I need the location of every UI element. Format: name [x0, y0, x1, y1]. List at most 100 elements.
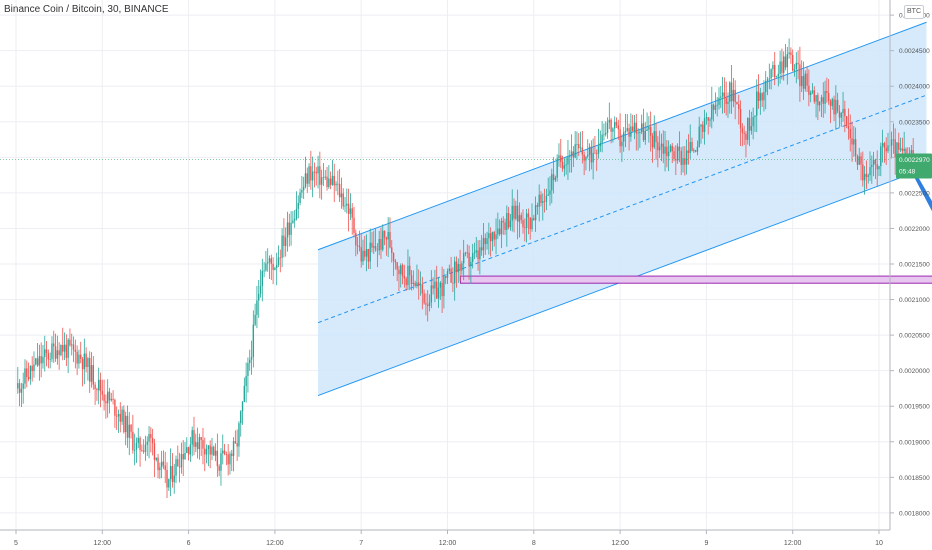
candle-body: [326, 176, 328, 188]
candle-body: [65, 344, 68, 358]
candle-body: [184, 452, 186, 460]
candle-body: [47, 353, 50, 360]
candle-body: [477, 250, 479, 260]
candle-body: [101, 391, 103, 395]
last-price-label: 0.0022970: [899, 157, 930, 164]
candle-body: [797, 62, 799, 65]
candle-body: [612, 128, 614, 132]
time-axis[interactable]: 512:00612:00712:00812:00912:001012:00111…: [14, 530, 932, 547]
candle-body: [783, 56, 785, 73]
candle-body: [259, 285, 262, 294]
candle-body: [461, 263, 463, 271]
candle-body: [36, 358, 39, 366]
candle-body: [227, 454, 229, 465]
candle-body: [398, 269, 400, 275]
candle-body: [896, 142, 898, 158]
candle-body: [108, 391, 111, 401]
candle-body: [436, 281, 438, 299]
candle-body: [822, 97, 824, 104]
candle-body: [898, 142, 900, 150]
candle-body: [556, 158, 558, 178]
candle-body: [187, 447, 190, 455]
candle-body: [471, 253, 474, 262]
candle-body: [213, 446, 215, 456]
candle-body: [24, 368, 26, 384]
candle-body: [671, 145, 673, 152]
candle-body: [619, 129, 621, 147]
candle-body: [712, 104, 715, 110]
candle-body: [806, 73, 808, 86]
candle-body: [633, 122, 636, 132]
price-tick-label: 0.0019000: [899, 439, 930, 446]
candle-body: [27, 376, 30, 380]
candle-body: [310, 166, 312, 181]
projection-arrow[interactable]: [907, 163, 932, 275]
candle-body: [858, 156, 860, 165]
candle-body: [910, 150, 913, 154]
candle-body: [883, 143, 886, 148]
candle-body: [885, 147, 887, 152]
candle-body: [603, 134, 605, 136]
candle-body: [358, 245, 361, 248]
candle-body: [651, 135, 654, 148]
candle-body: [196, 442, 199, 450]
candle-body: [135, 442, 138, 450]
candle-body: [99, 379, 102, 392]
candle-body: [752, 116, 754, 127]
candle-body: [590, 146, 593, 163]
candle-body: [96, 388, 98, 391]
candle-body: [849, 129, 851, 139]
candle-body: [329, 178, 332, 185]
candle-body: [268, 258, 271, 263]
candle-body: [534, 205, 537, 221]
candle-body: [500, 220, 503, 235]
candle-body: [631, 126, 634, 132]
candle-body: [186, 447, 188, 453]
candle-body: [198, 437, 201, 450]
candle-body: [232, 441, 235, 456]
candle-body: [851, 138, 853, 145]
candle-body: [445, 276, 447, 278]
candle-body: [299, 192, 301, 204]
candle-body: [827, 92, 830, 101]
support-zone[interactable]: [459, 275, 932, 284]
candle-body: [446, 271, 449, 278]
candle-body: [565, 164, 567, 166]
candle-body: [365, 249, 368, 257]
candle-body: [178, 466, 181, 468]
candle-body: [669, 145, 672, 152]
candle-body: [813, 90, 815, 102]
candle-body: [853, 139, 855, 145]
candle-body: [597, 146, 600, 154]
candle-body: [894, 139, 896, 158]
currency-scale-button[interactable]: BTC: [904, 5, 924, 19]
candle-body: [700, 124, 702, 127]
candle-body: [513, 205, 515, 219]
candle-body: [732, 89, 735, 102]
candle-body: [56, 350, 59, 359]
candle-body: [687, 150, 690, 153]
price-axis[interactable]: 0.00250000.00245000.00240000.00235000.00…: [890, 13, 930, 518]
candle-body: [831, 99, 833, 106]
candle-body: [439, 282, 442, 288]
candle-body: [531, 218, 533, 230]
price-tick-label: 0.0020500: [899, 333, 930, 340]
candle-body: [511, 205, 513, 221]
candle-body: [293, 218, 296, 221]
candle-body: [644, 130, 646, 141]
candle-body: [725, 97, 727, 104]
price-tick-label: 0.0022000: [899, 226, 930, 233]
candle-body: [284, 237, 287, 246]
candle-body: [833, 99, 835, 115]
candle-body: [592, 152, 594, 163]
candle-body: [765, 80, 767, 93]
candle-body: [518, 215, 521, 222]
candle-body: [696, 146, 699, 152]
candle-body: [173, 475, 175, 483]
candle-body: [67, 339, 69, 358]
candle-body: [718, 97, 720, 105]
price-tick-label: 0.0024000: [899, 84, 930, 91]
candle-body: [878, 166, 880, 170]
price-tick-label: 0.0018500: [899, 475, 930, 482]
